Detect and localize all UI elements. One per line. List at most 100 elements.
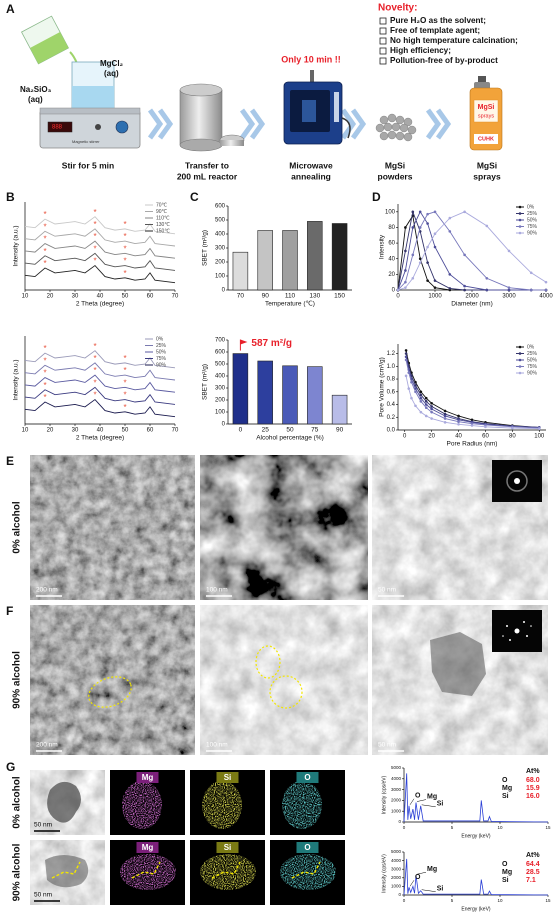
peak-arrow bbox=[409, 880, 415, 887]
scheme-art: 888 bbox=[20, 15, 503, 152]
x-tick-label: 20 bbox=[47, 428, 54, 434]
peak-mark: * bbox=[123, 257, 126, 266]
beaker-liquid bbox=[72, 86, 114, 112]
marker bbox=[457, 422, 460, 426]
legend-label: 75% bbox=[527, 224, 538, 230]
table-cell: Mg bbox=[502, 785, 512, 792]
element-tag bbox=[136, 772, 159, 783]
annotation: 587 m²/g bbox=[251, 338, 292, 349]
y-tick-label: 3000 bbox=[391, 866, 402, 871]
legend-label: 25% bbox=[527, 211, 538, 217]
y-tick-label: 0 bbox=[398, 892, 401, 897]
x-tick-label: 4000 bbox=[539, 294, 553, 300]
table-header: At% bbox=[526, 768, 540, 775]
scale-bar-label: 200 nm bbox=[36, 742, 58, 749]
tem-image bbox=[200, 605, 368, 755]
marker bbox=[443, 412, 447, 416]
spray-can bbox=[469, 76, 503, 151]
marker bbox=[418, 261, 422, 264]
scale-bar-label: 200 nm bbox=[36, 587, 58, 594]
x-tick-label: 20 bbox=[428, 434, 435, 440]
marker bbox=[418, 257, 422, 261]
bar bbox=[307, 221, 323, 291]
peak-mark: * bbox=[43, 393, 46, 402]
marker bbox=[433, 210, 437, 214]
legend-marker bbox=[518, 218, 522, 222]
y-tick-label: 2000 bbox=[391, 875, 402, 880]
x-tick-label: 0 bbox=[239, 427, 243, 434]
peak-mark: * bbox=[43, 235, 46, 244]
spectrum-line bbox=[403, 773, 549, 823]
step-label: MgSi bbox=[477, 160, 497, 170]
table-cell: Si bbox=[502, 877, 509, 884]
row-label: 0% alcohol bbox=[12, 501, 23, 553]
marker bbox=[411, 210, 415, 214]
y-tick-label: 60 bbox=[388, 241, 395, 247]
y-tick-label: 0.4 bbox=[387, 402, 396, 408]
marker bbox=[433, 279, 437, 282]
legend-label: 90% bbox=[527, 370, 538, 376]
y-tick-label: 0 bbox=[392, 288, 396, 294]
legend-marker bbox=[518, 231, 522, 235]
x-tick-label: 0 bbox=[403, 898, 406, 903]
marker bbox=[430, 417, 433, 420]
marker bbox=[404, 374, 408, 378]
series-line bbox=[24, 252, 176, 271]
panel-label: F bbox=[6, 604, 13, 618]
x-tick-label: 150 bbox=[334, 293, 345, 300]
marker bbox=[544, 288, 548, 292]
marker bbox=[433, 245, 437, 249]
bar bbox=[232, 353, 249, 425]
legend-label: 75% bbox=[156, 356, 167, 362]
y-tick-label: 600 bbox=[215, 204, 226, 210]
marker bbox=[443, 417, 447, 420]
marker bbox=[426, 279, 429, 282]
novelty-item: No high temperature calcination; bbox=[390, 36, 518, 45]
marker bbox=[448, 273, 452, 276]
marker bbox=[426, 261, 429, 264]
marker bbox=[407, 387, 411, 390]
marker bbox=[414, 390, 417, 394]
marker bbox=[414, 404, 417, 408]
y-axis-label: Intensity bbox=[379, 234, 386, 259]
legend-marker bbox=[518, 212, 522, 215]
x-tick-label: 70 bbox=[172, 428, 179, 434]
series-line bbox=[24, 398, 176, 418]
y-tick-label: 100 bbox=[215, 410, 226, 416]
marker bbox=[430, 401, 433, 405]
x-tick-label: 15 bbox=[545, 825, 551, 830]
y-tick-label: 600 bbox=[215, 350, 226, 356]
x-axis-label: Energy (keV) bbox=[461, 906, 491, 912]
scale-bar-label: 50 nm bbox=[378, 587, 396, 594]
marker bbox=[411, 226, 415, 229]
legend-label: 50% bbox=[527, 357, 538, 363]
highlight: Only 10 min !! bbox=[281, 54, 341, 64]
highlight-ellipse bbox=[88, 676, 132, 708]
y-tick-label: 100 bbox=[385, 209, 396, 215]
x-axis-label: 2 Theta (degree) bbox=[76, 435, 124, 442]
peak-label: Mg bbox=[427, 793, 437, 800]
element-label: Si bbox=[224, 843, 232, 852]
y-tick-label: 5000 bbox=[391, 849, 402, 854]
marker bbox=[404, 226, 407, 229]
sem-image bbox=[30, 605, 195, 755]
step-label: MgSi bbox=[385, 160, 405, 170]
marker bbox=[424, 396, 428, 400]
marker bbox=[404, 349, 408, 352]
element-tag bbox=[296, 772, 319, 783]
panel-label: E bbox=[6, 454, 14, 468]
marker bbox=[424, 414, 428, 418]
peak-mark: * bbox=[123, 220, 126, 229]
x-tick-label: 0 bbox=[396, 294, 400, 300]
peak-mark: * bbox=[93, 232, 96, 241]
y-tick-label: 1000 bbox=[391, 884, 402, 889]
bar bbox=[257, 230, 273, 291]
marker bbox=[430, 410, 433, 414]
peak-mark: * bbox=[123, 403, 126, 412]
panel-label: B bbox=[6, 190, 15, 204]
panel-label: G bbox=[6, 760, 15, 774]
series-line bbox=[24, 216, 176, 235]
novelty-item: Pure H₂O as the solvent; bbox=[390, 16, 486, 25]
x-tick-label: 40 bbox=[97, 428, 104, 434]
series-line bbox=[24, 228, 176, 247]
